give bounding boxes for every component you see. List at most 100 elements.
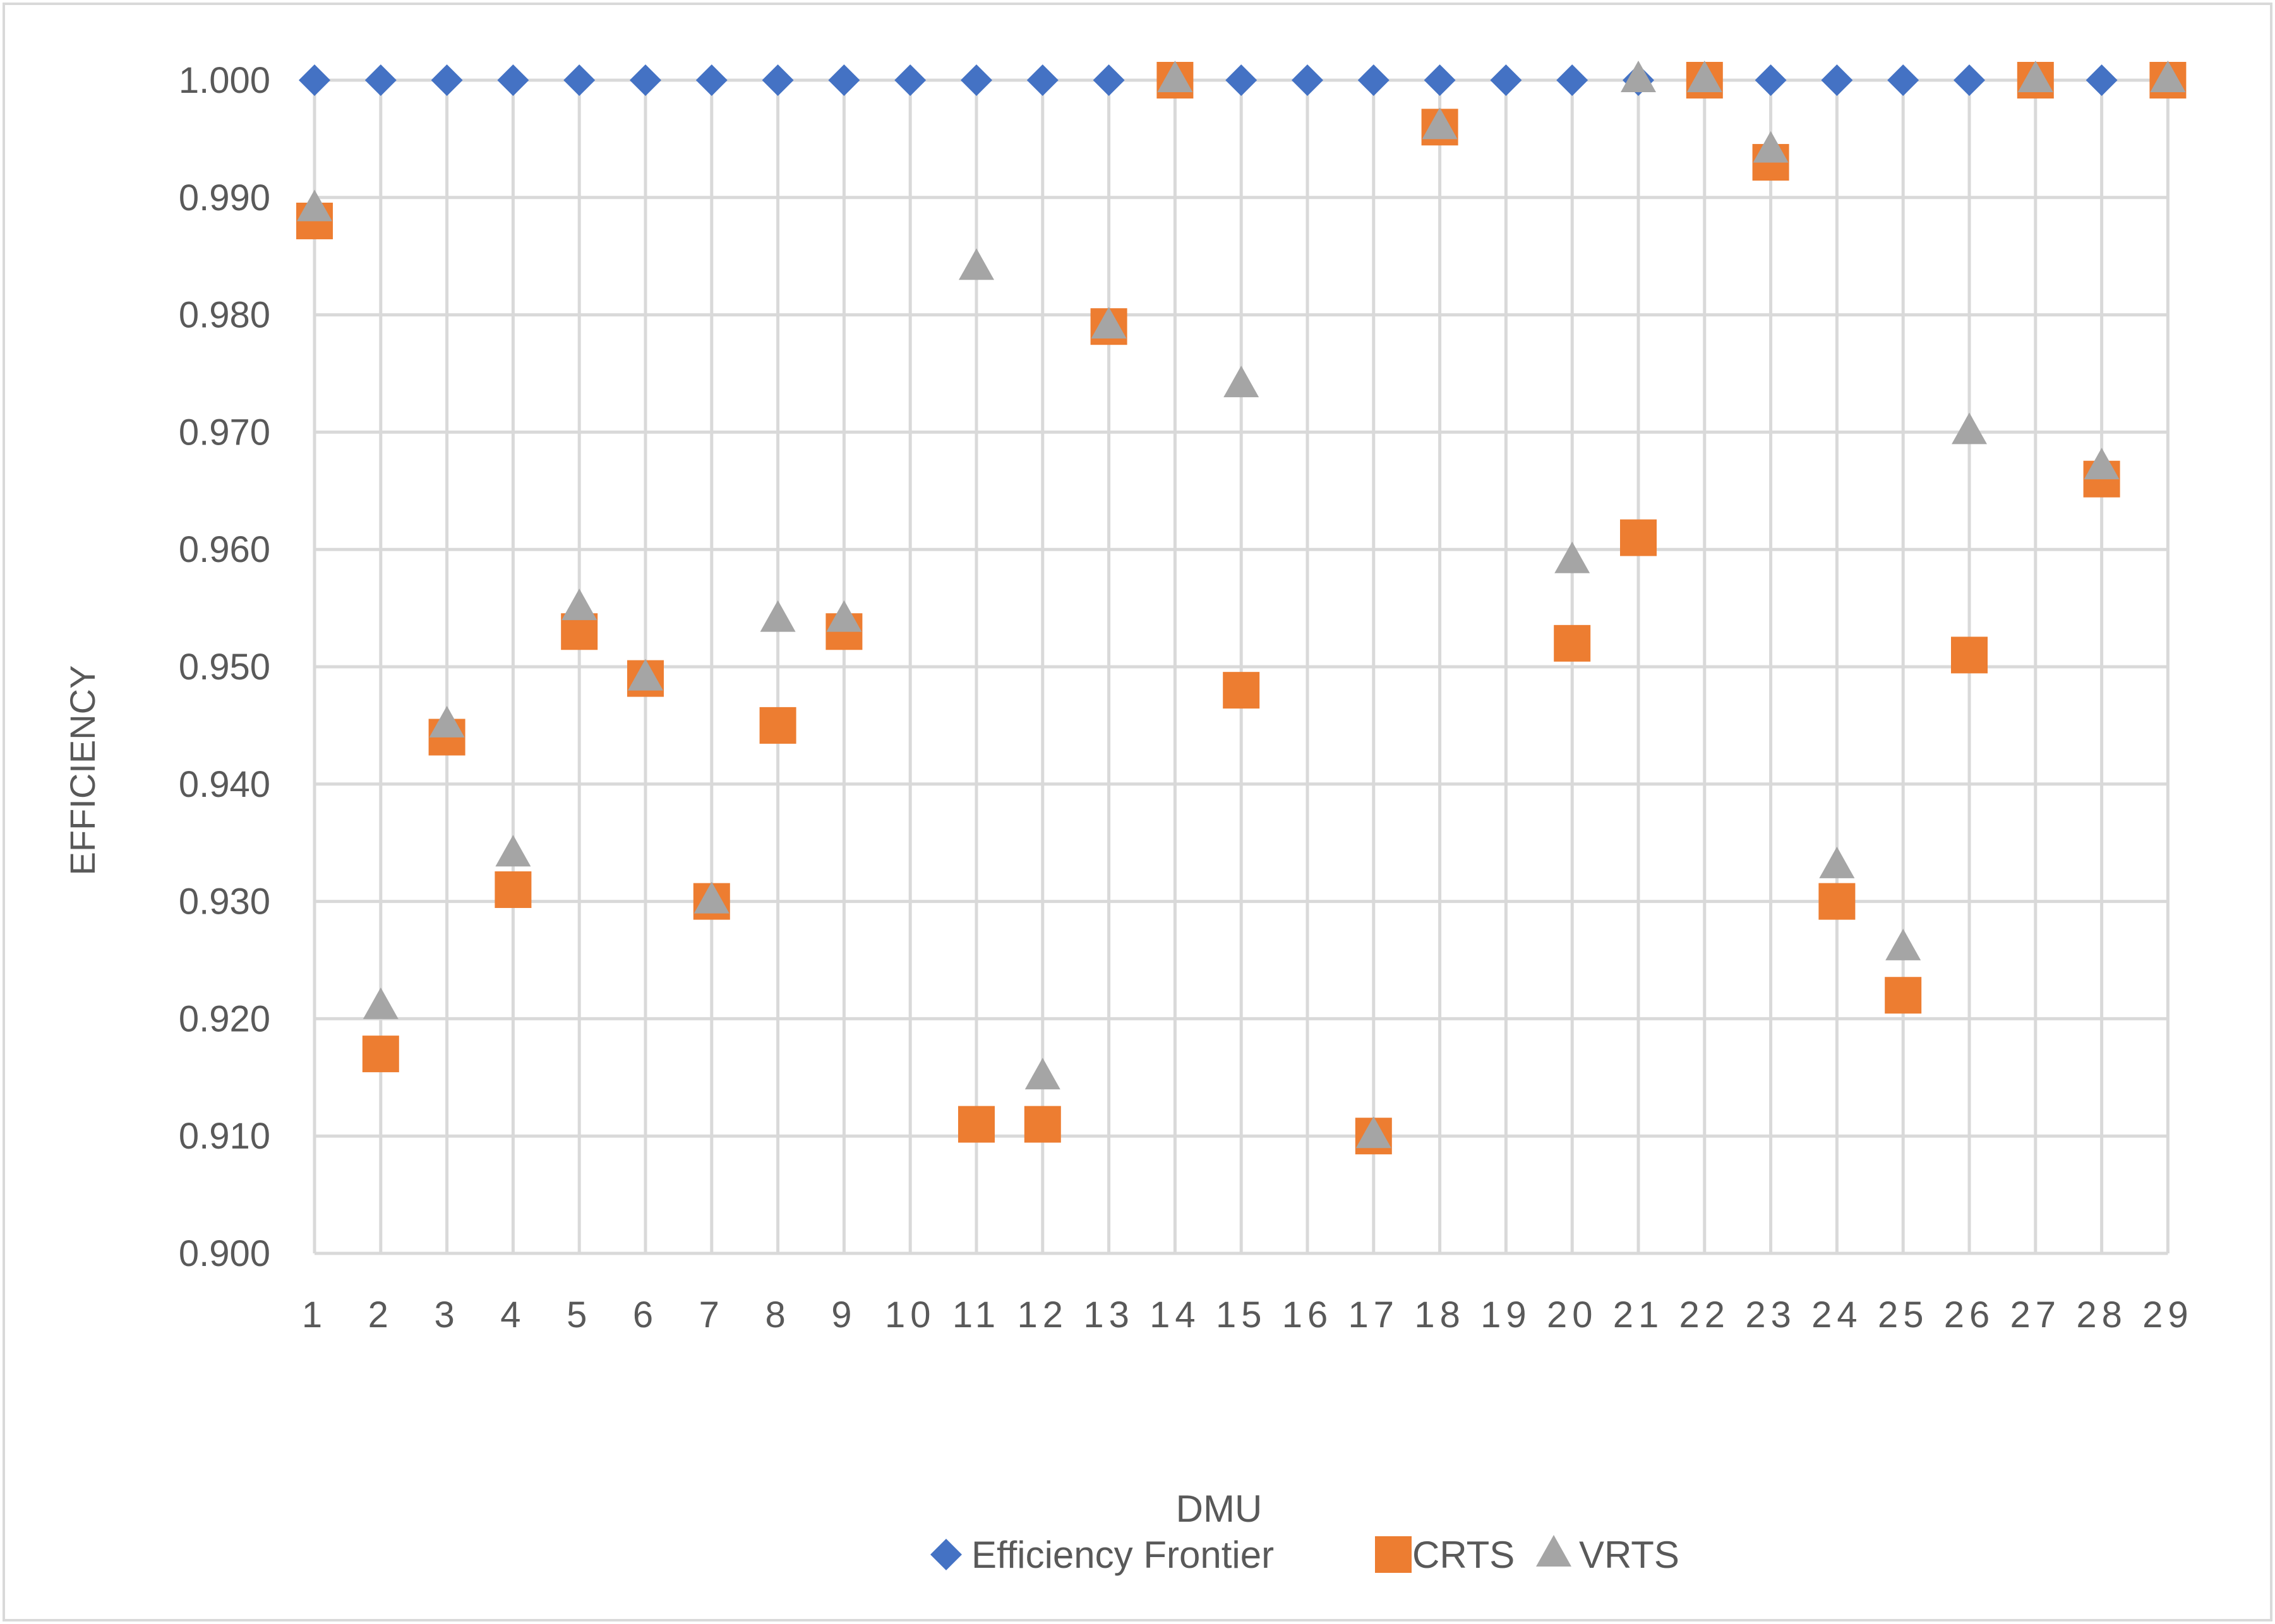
triangle-point	[1157, 61, 1193, 92]
x-tick-label: 17	[1348, 1294, 1400, 1335]
x-tick-label: 29	[2142, 1294, 2194, 1335]
y-tick-label: 1.000	[179, 60, 270, 101]
square-point	[759, 707, 796, 744]
square-point	[1818, 883, 1856, 920]
triangle-point	[1819, 846, 1855, 878]
x-tick-label: 12	[1017, 1294, 1069, 1335]
diamond-point	[1026, 64, 1059, 96]
x-tick-label: 14	[1150, 1294, 1201, 1335]
diamond-point	[1755, 64, 1787, 96]
triangle-point	[1621, 61, 1656, 92]
square-point	[1024, 1106, 1061, 1143]
x-tick-label: 28	[2076, 1294, 2127, 1335]
y-axis-title: EFFICIENCY	[63, 666, 102, 876]
x-tick-label: 16	[1282, 1294, 1333, 1335]
y-tick-label: 0.920	[179, 998, 270, 1039]
diamond-point	[961, 64, 992, 96]
x-tick-label: 15	[1216, 1294, 1267, 1335]
x-tick-label: 3	[434, 1294, 459, 1335]
triangle-point	[1091, 307, 1127, 339]
legend: Efficiency Frontier CRTS VRTS	[930, 1534, 1679, 1576]
triangle-point	[1024, 1058, 1060, 1090]
x-tick-label: 24	[1811, 1294, 1863, 1335]
triangle-point	[363, 987, 399, 1019]
triangle-point	[760, 600, 796, 632]
diamond-point	[630, 64, 661, 96]
diamond-point	[762, 64, 794, 96]
triangle-point	[1422, 107, 1458, 140]
y-tick-label: 0.910	[179, 1116, 270, 1157]
triangle-point	[495, 835, 531, 867]
x-tick-label: 19	[1480, 1294, 1532, 1335]
diamond-point	[563, 64, 596, 96]
triangle-point	[1952, 412, 1987, 445]
triangle-point	[826, 600, 862, 632]
square-point	[1223, 672, 1260, 709]
x-tick-label: 26	[1944, 1294, 1995, 1335]
series-efficiency-frontier	[299, 64, 2184, 96]
triangle-point	[2150, 61, 2186, 92]
x-tick-label: 23	[1745, 1294, 1796, 1335]
diamond-point	[2086, 64, 2118, 96]
x-tick-label: 25	[1878, 1294, 1929, 1335]
diamond-point	[1490, 64, 1522, 96]
square-point	[1885, 977, 1922, 1014]
triangle-point	[1753, 131, 1789, 163]
triangle-point	[297, 189, 332, 222]
diamond-point	[299, 64, 330, 96]
triangle-point	[2084, 448, 2120, 480]
chart-border	[3, 3, 2272, 1621]
square-point	[362, 1036, 399, 1073]
y-axis-ticks: 0.900 0.910 0.920 0.930 0.940 0.950 0.960 0.970…	[179, 60, 270, 1274]
square-point	[958, 1106, 995, 1143]
diamond-point	[695, 64, 728, 96]
y-tick-label: 0.980	[179, 295, 270, 336]
triangle-point	[429, 705, 465, 737]
triangle-point	[1223, 366, 1259, 398]
triangle-point	[1554, 541, 1590, 573]
y-tick-label: 0.940	[179, 764, 270, 805]
triangle-point	[561, 588, 597, 621]
y-tick-label: 0.950	[179, 647, 270, 688]
square-point	[1554, 624, 1591, 662]
x-axis-title: DMU	[1176, 1488, 1263, 1530]
y-tick-label: 0.900	[179, 1233, 270, 1274]
diamond-point	[431, 64, 463, 96]
x-tick-label: 4	[500, 1294, 525, 1335]
x-tick-label: 13	[1083, 1294, 1134, 1335]
diamond-point	[1093, 64, 1125, 96]
diamond-point	[1424, 64, 1456, 96]
diamond-point	[894, 64, 927, 96]
x-tick-label: 1	[302, 1294, 327, 1335]
diamond-point	[497, 64, 529, 96]
x-tick-label: 10	[885, 1294, 936, 1335]
data-series	[296, 61, 2187, 1155]
triangle-point	[1885, 928, 1921, 960]
legend-marker-diamond	[930, 1539, 962, 1570]
triangle-point	[693, 881, 729, 914]
diamond-point	[1225, 64, 1258, 96]
triangle-point	[1686, 61, 1722, 92]
diamond-point	[364, 64, 397, 96]
x-axis-ticks: 1 2 3 4 5 6 7 8 9 10 11 12 13 14 15 16 17 18 19 20 21 22 23 24 2…	[302, 1294, 2194, 1335]
x-tick-label: 21	[1613, 1294, 1664, 1335]
x-tick-label: 20	[1547, 1294, 1598, 1335]
x-tick-label: 8	[765, 1294, 790, 1335]
diamond-point	[1292, 64, 1323, 96]
square-point	[1951, 636, 1988, 674]
triangle-point	[1355, 1116, 1391, 1149]
series-vrts	[297, 61, 2186, 1149]
x-tick-label: 11	[952, 1294, 1000, 1335]
y-tick-label: 0.930	[179, 881, 270, 922]
y-tick-label: 0.970	[179, 412, 270, 453]
y-tick-label: 0.960	[179, 529, 270, 570]
legend-label: CRTS	[1412, 1534, 1515, 1576]
x-tick-label: 18	[1414, 1294, 1465, 1335]
legend-marker-square	[1375, 1536, 1412, 1573]
x-tick-label: 22	[1679, 1294, 1731, 1335]
square-point	[1620, 519, 1657, 556]
legend-label: VRTS	[1579, 1534, 1679, 1576]
